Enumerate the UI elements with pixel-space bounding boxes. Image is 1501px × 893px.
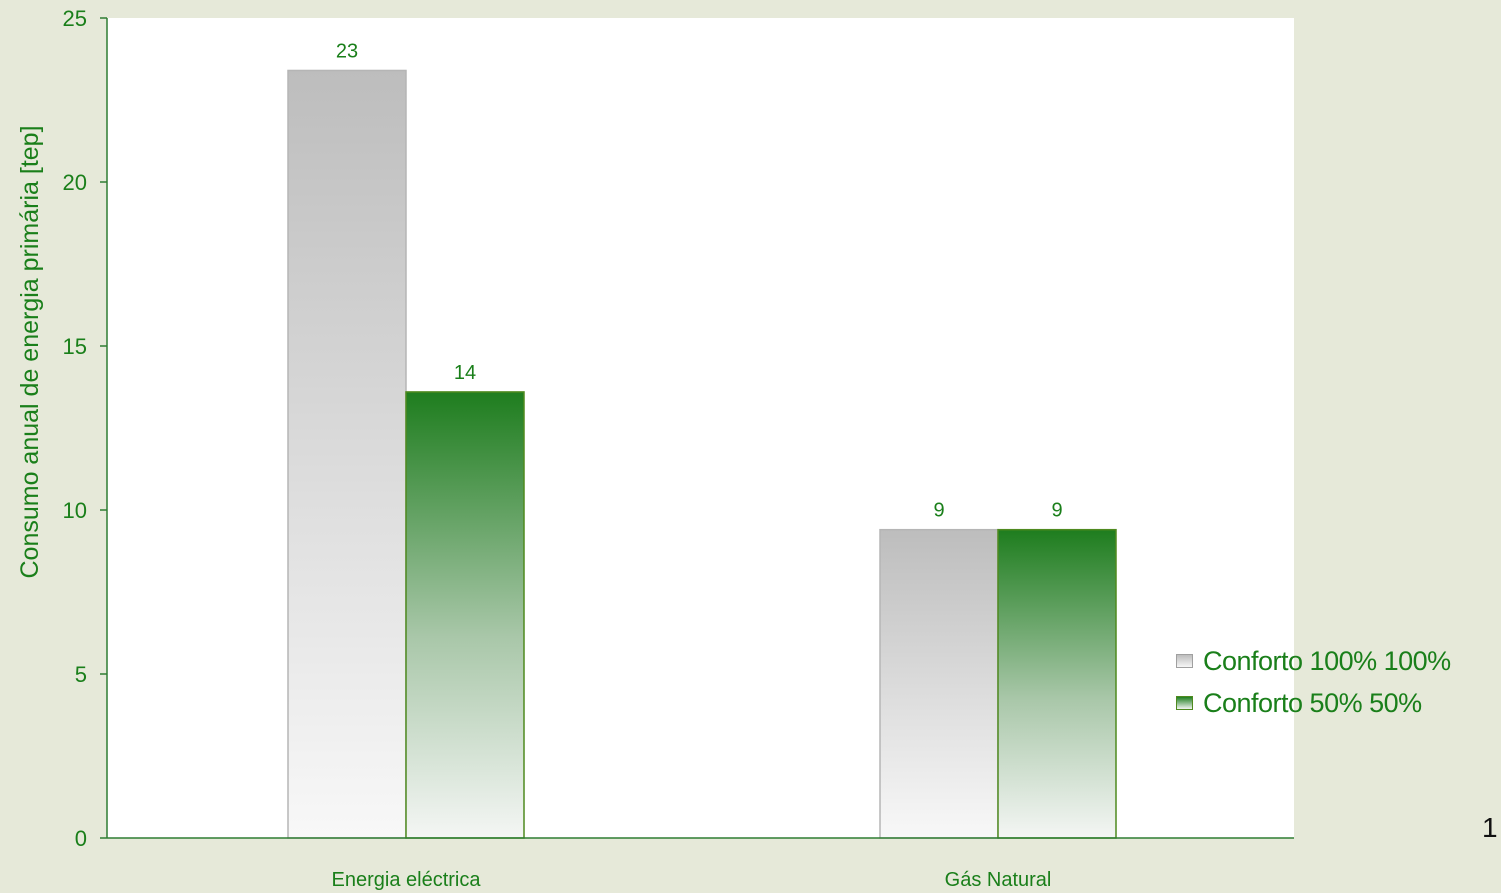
y-tick-label-5: 20 xyxy=(63,170,87,195)
data-label-series-1-2: 9 xyxy=(933,500,944,522)
legend-swatch-green xyxy=(1176,696,1193,710)
y-axis-label: Consumo anual de energia primária [tep] xyxy=(16,125,44,578)
bar-series-2-1 xyxy=(405,391,525,839)
page-number: 1 xyxy=(1482,812,1498,843)
data-label-series-2-2: 9 xyxy=(1051,500,1062,522)
y-tick-label-2: 5 xyxy=(75,662,87,687)
legend-label-series-1: Conforto 100% 100% xyxy=(1203,645,1451,676)
data-label-series-1-1: 23 xyxy=(336,40,358,62)
y-tick-label-1: 0 xyxy=(75,826,87,851)
bar-series-1-1 xyxy=(287,69,407,839)
bar-series-1-2 xyxy=(879,528,999,839)
legend-label-series-2: Conforto 50% 50% xyxy=(1203,687,1422,718)
legend-item-series-1: Conforto 100% 100% xyxy=(1176,640,1451,682)
y-tick-label-4: 15 xyxy=(63,334,87,359)
data-label-series-2-1: 14 xyxy=(454,362,476,384)
legend-swatch-gray xyxy=(1176,654,1193,668)
y-tick-label-6: 25 xyxy=(63,6,87,31)
x-tick-label-2: Gás Natural xyxy=(945,869,1052,891)
bar-series-2-2 xyxy=(997,528,1117,839)
x-tick-label-1: Energia eléctrica xyxy=(332,869,482,891)
legend-item-series-2: Conforto 50% 50% xyxy=(1176,682,1451,724)
y-tick-label-3: 10 xyxy=(63,498,87,523)
legend: Conforto 100% 100% Conforto 50% 50% xyxy=(1176,640,1451,724)
